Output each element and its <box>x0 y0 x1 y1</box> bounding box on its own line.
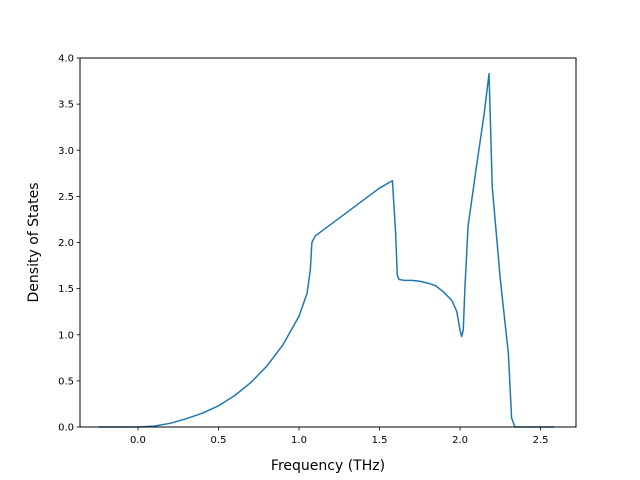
y-tick-label: 4.0 <box>58 54 74 65</box>
x-tick-label: 0.0 <box>130 435 146 446</box>
x-tick-label: 2.0 <box>452 435 468 446</box>
plot-area <box>80 58 576 427</box>
x-tick-label: 2.5 <box>533 435 549 446</box>
y-tick-label: 1.5 <box>58 284 74 295</box>
y-tick-label: 2.0 <box>58 238 74 249</box>
series-line-0 <box>98 72 555 428</box>
y-tick-label: 2.5 <box>58 192 74 203</box>
y-tick-label: 1.0 <box>58 330 74 341</box>
y-tick-label: 3.5 <box>58 100 74 111</box>
y-axis-label: Density of States <box>26 183 42 303</box>
series-layer <box>98 72 555 428</box>
y-axis-ticks: 0.0 0.5 1.0 1.5 2.0 2.5 3.0 3.5 4.0 <box>58 54 80 434</box>
x-tick-label: 1.5 <box>372 435 388 446</box>
y-tick-label: 0.0 <box>58 423 74 434</box>
x-axis-label: Frequency (THz) <box>271 458 385 474</box>
y-tick-label: 3.0 <box>58 146 74 157</box>
x-tick-label: 1.0 <box>291 435 307 446</box>
y-tick-label: 0.5 <box>58 376 74 387</box>
x-axis-ticks: 0.0 0.5 1.0 1.5 2.0 2.5 <box>130 427 549 446</box>
x-tick-label: 0.5 <box>211 435 227 446</box>
